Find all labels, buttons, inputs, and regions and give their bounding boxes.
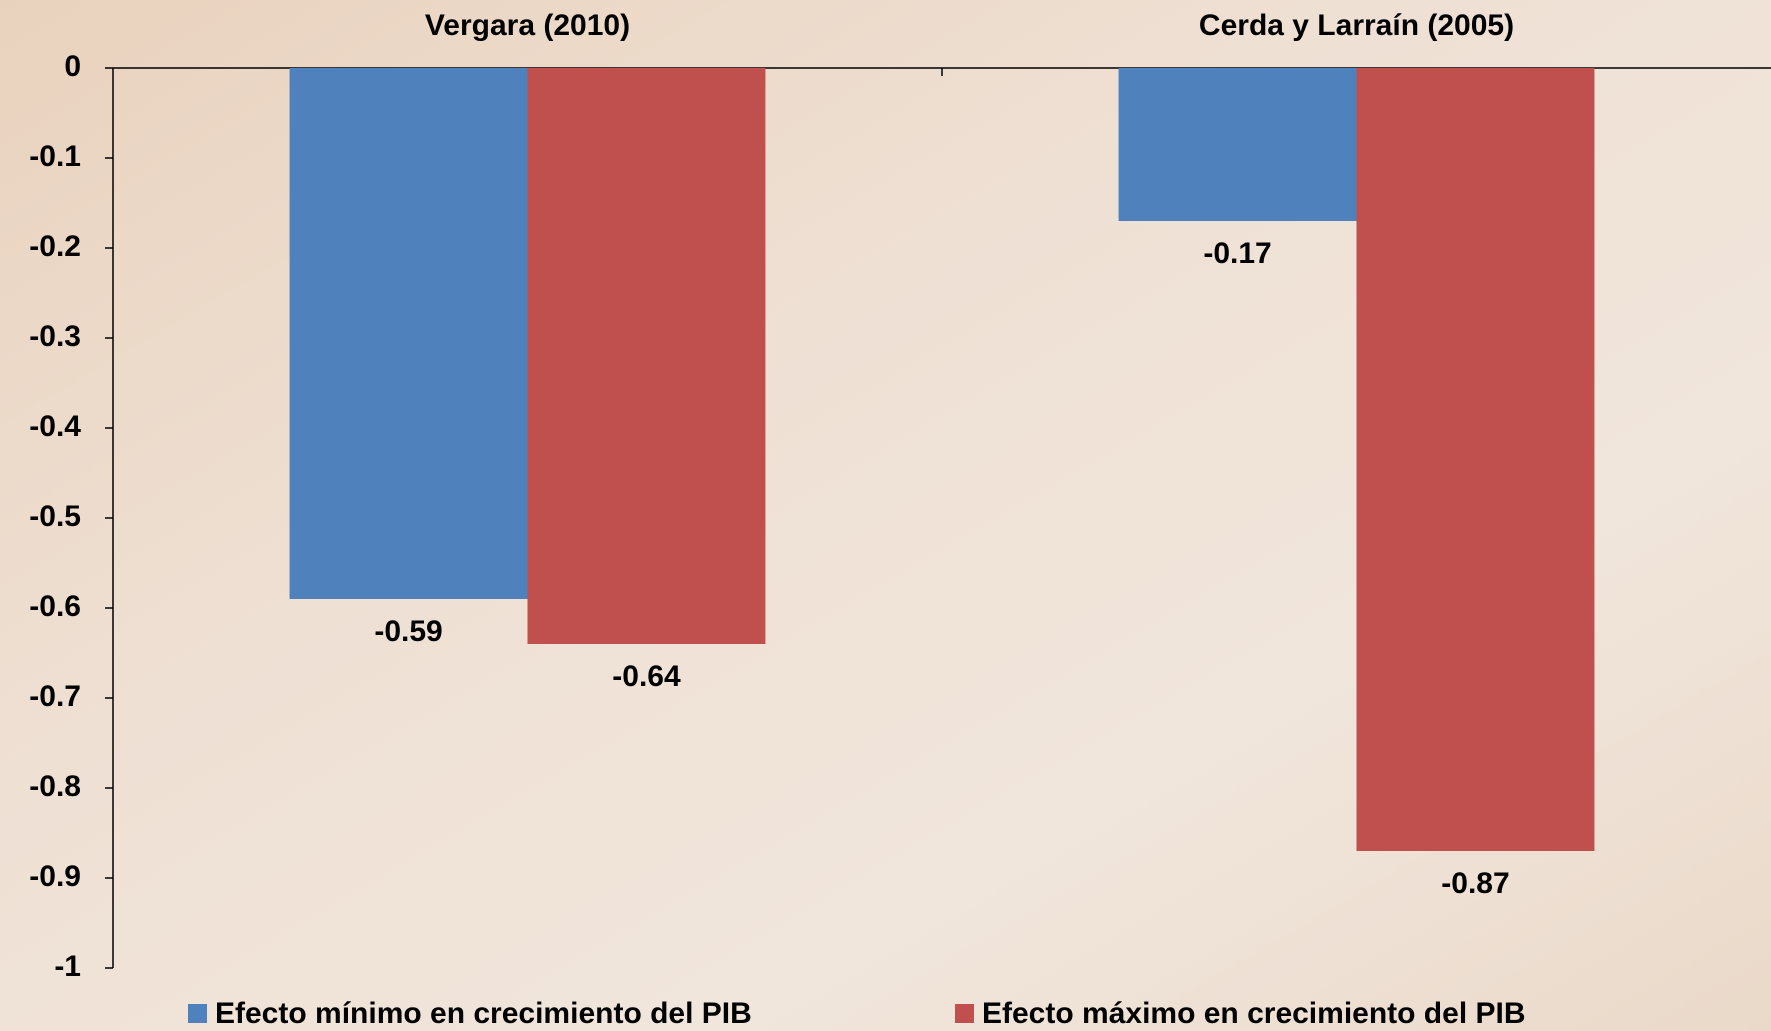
y-tick-label: -0.5 [29,500,81,533]
category-label: Cerda y Larraín (2005) [1199,9,1514,42]
y-tick-label: -0.9 [29,860,81,893]
y-tick-label: -0.1 [29,140,81,173]
legend-label: Efecto mínimo en crecimiento del PIB [215,997,752,1030]
category-label: Vergara (2010) [425,9,630,42]
y-tick-label: -0.6 [29,590,81,623]
data-label: -0.64 [612,660,681,693]
bar [528,68,766,644]
y-tick-label: -1 [54,950,81,983]
legend-swatch [955,1004,974,1023]
y-tick-label: -0.2 [29,230,81,263]
data-label: -0.87 [1441,867,1509,900]
y-tick-label: 0 [64,50,81,83]
bar [290,68,528,599]
legend-swatch [188,1004,207,1023]
y-tick-label: -0.7 [29,680,81,713]
page: {"chart_data": {"type": "bar", "categori… [0,0,1771,1031]
data-label: -0.59 [374,615,442,648]
data-label: -0.17 [1203,237,1271,270]
y-tick-label: -0.8 [29,770,81,803]
bar [1119,68,1357,221]
chart: 0 -0.1 -0.2 -0.3 -0.4 -0.5 -0.6 -0.7 -0.8 -0.9 -1 V… [0,0,1771,1031]
y-tick-label: -0.4 [29,410,81,443]
legend-label: Efecto máximo en crecimiento del PIB [982,997,1526,1030]
bar [1357,68,1595,851]
y-tick-label: -0.3 [29,320,81,353]
